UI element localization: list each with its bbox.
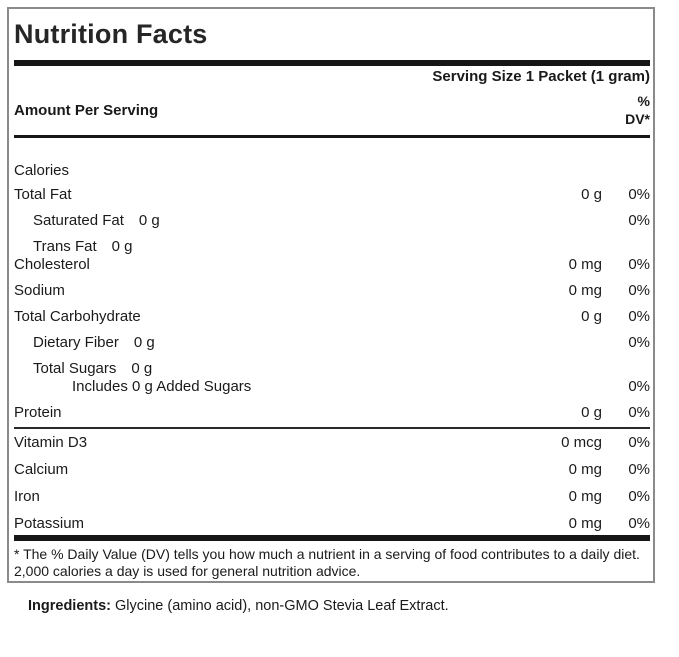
nutrient-amount: 0 mg — [568, 515, 602, 532]
nutrient-dv: 0% — [628, 282, 650, 299]
nutrition-facts-title: Nutrition Facts — [14, 19, 208, 49]
nutrient-row-potassium: Potassium 0 mg 0% — [14, 516, 650, 532]
nutrient-name: Trans Fat — [33, 238, 97, 255]
nutrient-row-trans-fat: Trans Fat 0 g — [14, 239, 650, 255]
nutrient-name: Protein — [14, 404, 62, 421]
nutrient-amount: 0 g — [581, 308, 602, 325]
nutrient-dv: 0% — [628, 515, 650, 532]
thick-rule-top — [14, 60, 650, 66]
nutrient-inline-amount: 0 g — [131, 360, 153, 377]
ingredients-text: Glycine (amino acid), non-GMO Stevia Lea… — [110, 598, 449, 614]
header-rule — [14, 135, 650, 138]
nutrient-amount: 0 mg — [568, 461, 602, 478]
nutrient-row-saturated-fat: Saturated Fat 0 g 0% — [14, 213, 650, 229]
nutrient-dv: 0% — [628, 334, 650, 351]
vitamins-separator-rule — [14, 427, 650, 429]
nutrient-inline-amount: 0 g — [138, 212, 160, 229]
nutrient-dv: 0% — [628, 308, 650, 325]
nutrient-name: Potassium — [14, 515, 85, 532]
nutrient-name: Includes 0 g Added Sugars — [72, 378, 252, 395]
nutrient-dv: 0% — [628, 404, 650, 421]
nutrient-row-dietary-fiber: Dietary Fiber 0 g 0% — [14, 335, 650, 351]
nutrient-name: Dietary Fiber — [33, 334, 119, 351]
nutrient-dv: 0% — [628, 256, 650, 273]
nutrient-name: Sodium — [14, 282, 65, 299]
nutrient-inline-amount: 0 g — [133, 334, 155, 351]
ingredients-line: Ingredients: Glycine (amino acid), non-G… — [28, 598, 449, 615]
ingredients-label: Ingredients: — [28, 598, 111, 614]
nutrient-dv: 0% — [628, 212, 650, 229]
nutrient-amount: 0 g — [581, 404, 602, 421]
nutrient-amount: 0 g — [581, 186, 602, 203]
nutrient-row-added-sugars: Includes 0 g Added Sugars 0% — [14, 379, 650, 395]
nutrient-name: Saturated Fat — [33, 212, 124, 229]
nutrient-name: Vitamin D3 — [14, 434, 88, 451]
thick-rule-bottom — [14, 535, 650, 541]
vitamin-rows: Vitamin D3 0 mcg 0% Calcium 0 mg 0% Iron… — [14, 435, 650, 532]
nutrient-row-calories: Calories — [14, 163, 650, 179]
nutrient-name: Total Sugars — [33, 360, 117, 377]
nutrient-name: Total Fat — [14, 186, 72, 203]
nutrient-dv: 0% — [628, 461, 650, 478]
nutrient-row-protein: Protein 0 g 0% — [14, 405, 650, 421]
nutrient-row-cholesterol: Cholesterol 0 mg 0% — [14, 257, 650, 273]
nutrient-name: Total Carbohydrate — [14, 308, 141, 325]
percent-dv-header-line1: % — [637, 93, 650, 109]
nutrient-amount: 0 mg — [568, 488, 602, 505]
nutrient-row-calcium: Calcium 0 mg 0% — [14, 462, 650, 478]
nutrient-name: Calories — [14, 162, 70, 179]
nutrient-inline-amount: 0 g — [111, 238, 133, 255]
nutrient-amount: 0 mcg — [561, 434, 602, 451]
nutrient-dv: 0% — [628, 186, 650, 203]
nutrition-facts-panel: Nutrition Facts Serving Size 1 Packet (1… — [7, 7, 655, 583]
nutrient-dv: 0% — [628, 488, 650, 505]
amount-per-serving-label: Amount Per Serving — [14, 101, 159, 119]
daily-value-footnote: * The % Daily Value (DV) tells you how m… — [14, 546, 640, 579]
column-header-row: Amount Per Serving % DV* — [14, 92, 650, 128]
nutrient-name: Calcium — [14, 461, 69, 478]
nutrient-row-vitamin-d3: Vitamin D3 0 mcg 0% — [14, 435, 650, 451]
percent-dv-header-line2: DV* — [625, 111, 650, 127]
nutrient-dv: 0% — [628, 378, 650, 395]
percent-dv-header: % DV* — [625, 92, 650, 128]
nutrient-row-total-fat: Total Fat 0 g 0% — [14, 187, 650, 203]
nutrient-row-sodium: Sodium 0 mg 0% — [14, 283, 650, 299]
nutrient-amount: 0 mg — [568, 256, 602, 273]
nutrient-rows: Calories Total Fat 0 g 0% Saturated Fat … — [14, 163, 650, 421]
nutrient-name: Cholesterol — [14, 256, 90, 273]
nutrient-amount: 0 mg — [568, 282, 602, 299]
nutrient-row-total-sugars: Total Sugars 0 g — [14, 361, 650, 377]
nutrient-row-total-carbohydrate: Total Carbohydrate 0 g 0% — [14, 309, 650, 325]
nutrient-dv: 0% — [628, 434, 650, 451]
nutrient-name: Iron — [14, 488, 40, 505]
nutrient-row-iron: Iron 0 mg 0% — [14, 489, 650, 505]
serving-size-text: Serving Size 1 Packet (1 gram) — [432, 68, 650, 85]
